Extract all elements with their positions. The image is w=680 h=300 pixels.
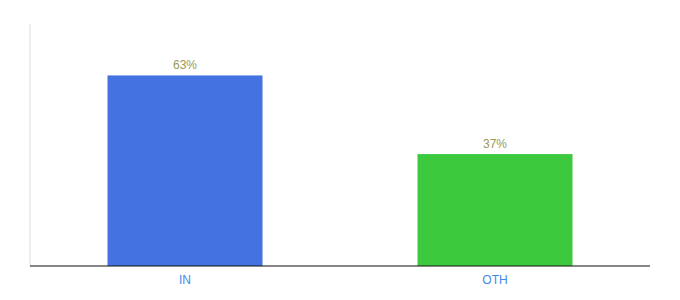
x-tick-label: IN: [179, 273, 191, 287]
bars: [108, 75, 573, 266]
x-tick-label: OTH: [482, 273, 507, 287]
bar: [108, 75, 263, 266]
data-label: 63%: [173, 58, 197, 72]
data-label: 37%: [483, 137, 507, 151]
bar: [418, 154, 573, 266]
x-axis-line: [30, 265, 650, 266]
y-axis-line: [30, 24, 31, 266]
chart-container: IN OTH 63% 37%: [0, 0, 680, 300]
chart: IN OTH 63% 37%: [0, 0, 680, 300]
